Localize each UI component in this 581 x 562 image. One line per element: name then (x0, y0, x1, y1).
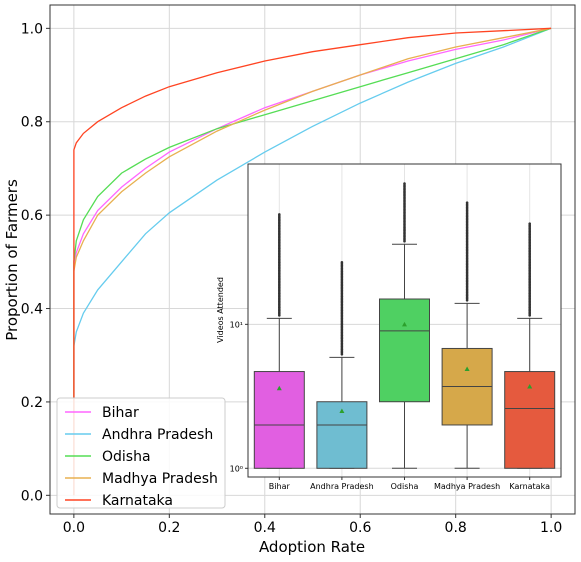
inset-yticks: 10⁰ 10¹ (230, 320, 248, 473)
inset-x-tick-label: Madhya Pradesh (434, 482, 500, 491)
series-line-madhya-pradesh (73, 27, 552, 496)
series-line-bihar (73, 27, 552, 496)
legend-label: Andhra Pradesh (102, 427, 213, 443)
legend: Bihar Andhra Pradesh Odisha Madhya Pradesh K… (56, 397, 226, 509)
inset-xticks: Bihar Andhra Pradesh Odisha Madhya Pradesh K… (269, 477, 550, 491)
x-tick-label: 0.4 (254, 520, 276, 536)
box-bihar (253, 213, 305, 469)
main-axes-frame (49, 4, 576, 515)
box-odisha (379, 182, 430, 469)
main-chart: 0.0 0.2 0.4 0.6 0.8 1.0 0.0 0.2 0.4 0.6 0.8 1.0 Ad… (3, 4, 576, 556)
inset-x-tick-label: Karnataka (509, 482, 550, 491)
box-body (379, 298, 430, 403)
x-tick-label: 1.0 (540, 520, 562, 536)
mean-marker (464, 366, 470, 371)
x-tick-label: 0.0 (63, 520, 85, 536)
y-tick-label: 0.2 (21, 395, 43, 411)
legend-label: Karnataka (102, 493, 173, 509)
series-line-karnataka (73, 27, 552, 496)
x-tick-label: 0.8 (445, 520, 467, 536)
main-yticks: 0.0 0.2 0.4 0.6 0.8 1.0 (21, 21, 50, 504)
x-tick-label: 0.6 (349, 520, 371, 536)
outlier-point (528, 222, 531, 226)
y-tick-label: 0.6 (21, 208, 43, 224)
inset-x-tick-label: Odisha (391, 482, 419, 491)
box-andhra-pradesh (316, 260, 368, 469)
inset-boxes (253, 182, 556, 469)
inset-x-tick-label: Andhra Pradesh (310, 482, 374, 491)
box-madhya-pradesh (441, 201, 493, 469)
outlier-point (465, 201, 469, 204)
outlier-point (340, 260, 344, 264)
inset-chart: Bihar Andhra Pradesh Odisha Madhya Pradesh K… (216, 163, 562, 491)
main-lines (73, 27, 552, 496)
inset-x-tick-label: Bihar (269, 482, 291, 491)
series-line-andhra-pradesh (73, 27, 552, 496)
mean-marker (402, 321, 407, 327)
y-tick-label: 1.0 (21, 21, 43, 37)
x-tick-label: 0.2 (158, 520, 180, 536)
main-xticks: 0.0 0.2 0.4 0.6 0.8 1.0 (63, 514, 562, 536)
inset-y-tick-label: 10¹ (230, 320, 243, 329)
legend-label: Madhya Pradesh (102, 471, 218, 487)
mean-marker (527, 384, 533, 389)
inset-y-axis-label: Videos Attended (216, 277, 225, 343)
y-axis-label: Proportion of Farmers (3, 179, 21, 341)
y-tick-label: 0.0 (21, 488, 43, 504)
box-karnataka (504, 222, 556, 469)
y-tick-label: 0.8 (21, 115, 43, 131)
legend-frame (56, 397, 226, 509)
y-tick-label: 0.4 (21, 302, 43, 318)
inset-y-tick-label: 10⁰ (230, 464, 243, 473)
box-body (316, 401, 368, 469)
mean-marker (339, 408, 345, 414)
legend-label: Bihar (102, 405, 139, 421)
outlier-point (403, 182, 406, 185)
mean-marker (276, 385, 282, 391)
outlier-point (278, 213, 281, 216)
x-axis-label: Adoption Rate (259, 538, 365, 556)
series-line-odisha (73, 27, 552, 496)
legend-label: Odisha (102, 449, 151, 465)
